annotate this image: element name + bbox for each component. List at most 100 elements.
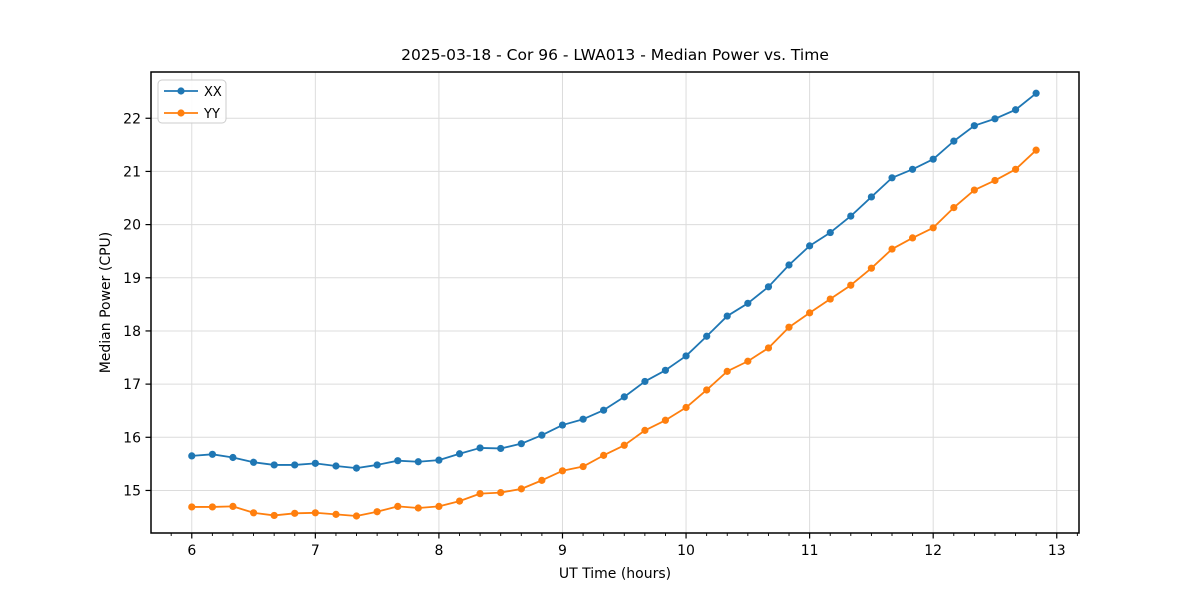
series-xx-marker xyxy=(723,312,731,320)
y-tick-label: 19 xyxy=(123,271,141,287)
series-yy-marker xyxy=(558,467,567,475)
series-xx-marker xyxy=(497,444,505,453)
series-xx-marker xyxy=(455,450,464,458)
legend-marker-sample xyxy=(177,109,185,117)
y-axis-label: Median Power (CPU) xyxy=(98,232,114,374)
series-xx-marker xyxy=(311,459,319,467)
series-yy-marker xyxy=(600,451,608,459)
series-yy-marker xyxy=(682,403,690,412)
series-xx-marker xyxy=(579,415,587,423)
y-tick-label: 15 xyxy=(123,483,141,499)
series-xx-marker xyxy=(600,406,608,414)
series-xx-marker xyxy=(414,458,422,466)
series-xx-marker xyxy=(847,212,855,220)
x-tick-label: 12 xyxy=(924,543,942,559)
series-yy-marker xyxy=(497,488,505,497)
axes-frame xyxy=(150,71,1080,534)
series-yy-marker xyxy=(908,234,917,242)
series-xx-marker xyxy=(703,332,711,340)
series-yy-marker xyxy=(352,512,361,520)
x-tick-label: 11 xyxy=(801,543,819,559)
series-yy-marker xyxy=(991,176,999,185)
series-xx-marker xyxy=(908,165,917,173)
series-yy-marker xyxy=(1032,146,1040,154)
series-xx-marker xyxy=(682,352,690,360)
y-tick-label: 21 xyxy=(123,164,141,180)
series-xx-marker xyxy=(558,421,567,429)
series-yy-marker xyxy=(517,485,525,493)
series-yy-marker xyxy=(744,357,752,365)
series-yy-marker xyxy=(373,508,381,516)
series-xx-marker xyxy=(249,458,258,466)
series-xx-marker xyxy=(188,452,196,460)
legend-label-xx: XX xyxy=(204,85,222,100)
series-xx-marker xyxy=(826,228,834,237)
series-yy-marker xyxy=(764,344,773,352)
y-tick-label: 18 xyxy=(123,324,141,340)
series-yy-marker xyxy=(620,441,628,449)
x-axis-label: UT Time (hours) xyxy=(559,566,671,582)
chart-title: 2025-03-18 - Cor 96 - LWA013 - Median Po… xyxy=(401,46,829,64)
x-tick-label: 6 xyxy=(187,543,196,559)
series-xx-marker xyxy=(641,377,649,386)
series-xx-marker xyxy=(1012,106,1020,114)
series-yy-marker xyxy=(929,224,937,232)
x-tick-label: 10 xyxy=(677,543,695,559)
legend-marker-sample xyxy=(177,87,185,95)
series-yy-marker xyxy=(703,386,711,394)
plot-area xyxy=(151,72,1079,533)
series-xx-marker xyxy=(764,283,773,291)
series-yy-marker xyxy=(806,309,814,317)
series-xx-marker xyxy=(394,457,402,465)
series-xx-marker xyxy=(929,155,937,163)
series-yy-marker xyxy=(476,490,484,498)
series-xx-marker xyxy=(435,456,443,464)
series-xx-marker xyxy=(620,393,628,401)
x-tick-label: 7 xyxy=(311,543,320,559)
y-tick-label: 16 xyxy=(123,430,141,446)
series-yy-marker xyxy=(723,367,731,375)
x-tick-label: 8 xyxy=(434,543,443,559)
y-tick-label: 22 xyxy=(123,111,141,127)
series-xx-marker xyxy=(538,431,546,439)
series-yy-marker xyxy=(270,511,278,520)
series-xx-marker xyxy=(661,366,670,374)
series-yy-marker xyxy=(332,510,340,518)
series-yy-marker xyxy=(785,323,793,331)
series-yy-marker xyxy=(188,503,196,511)
series-xx-marker xyxy=(970,122,978,130)
series-xx-marker xyxy=(352,464,361,472)
series-xx-marker xyxy=(1032,89,1040,97)
series-yy-marker xyxy=(208,503,217,511)
series-yy-marker xyxy=(538,476,546,484)
series-xx-marker xyxy=(270,461,278,469)
y-tick-label: 17 xyxy=(123,377,141,393)
series-yy-marker xyxy=(394,502,402,511)
series-yy-marker xyxy=(826,295,834,303)
series-yy-marker xyxy=(579,462,587,471)
series-yy-marker xyxy=(888,245,896,253)
series-yy-marker xyxy=(1012,165,1020,173)
legend-label-yy: YY xyxy=(203,107,220,122)
x-tick-label: 13 xyxy=(1048,543,1066,559)
series-yy-marker xyxy=(641,426,649,434)
y-tick-label: 20 xyxy=(123,218,141,234)
series-xx-marker xyxy=(991,115,999,123)
series-xx-marker xyxy=(785,261,793,269)
series-xx-marker xyxy=(229,453,237,462)
series-yy-marker xyxy=(414,504,422,512)
series-xx-marker xyxy=(291,461,299,469)
series-xx-marker xyxy=(208,450,217,458)
series-yy-marker xyxy=(661,416,670,424)
series-yy-marker xyxy=(847,281,855,289)
series-xx-marker xyxy=(332,462,340,470)
x-tick-label: 9 xyxy=(558,543,567,559)
series-yy-marker xyxy=(311,509,319,517)
series-yy-marker xyxy=(970,186,978,194)
series-yy-marker xyxy=(867,264,876,272)
series-yy-marker xyxy=(291,509,299,517)
series-xx-marker xyxy=(744,299,752,307)
series-yy-marker xyxy=(950,203,958,212)
series-yy-marker xyxy=(455,497,464,505)
